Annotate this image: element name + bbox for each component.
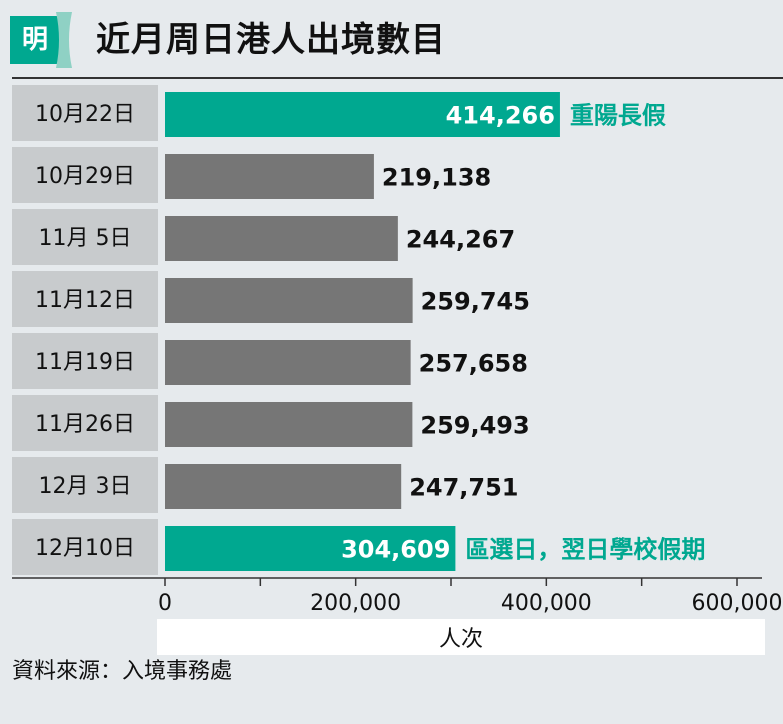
category-label-cell xyxy=(12,457,158,513)
category-label: 11月 5日 xyxy=(39,226,132,251)
category-label-cell xyxy=(12,85,158,141)
category-label: 12月10日 xyxy=(35,536,135,561)
data-bar xyxy=(165,340,411,385)
category-label: 11月19日 xyxy=(35,350,135,375)
category-label-cell xyxy=(12,395,158,451)
bar-annotation: 區選日，翌日學校假期 xyxy=(465,536,705,564)
ming-pao-logo xyxy=(10,12,72,68)
value-label: 304,609 xyxy=(341,536,450,564)
x-tick-label: 400,000 xyxy=(501,591,592,616)
header-divider xyxy=(12,77,783,79)
chart-header: 明 近月周日港人出境數目 xyxy=(0,0,783,79)
category-label: 11月12日 xyxy=(35,288,135,313)
data-bar xyxy=(165,464,402,509)
x-tick-label: 600,000 xyxy=(692,591,783,616)
category-label-cell xyxy=(12,333,158,389)
data-bar xyxy=(165,216,398,261)
x-axis-title: 人次 xyxy=(439,627,483,652)
category-label: 10月29日 xyxy=(35,164,135,189)
value-label: 259,745 xyxy=(421,288,530,316)
category-label-cell xyxy=(12,209,158,265)
value-label: 244,267 xyxy=(406,226,515,254)
bar-annotation: 重陽長假 xyxy=(570,102,666,130)
data-bar xyxy=(165,154,374,199)
source-note: 資料來源：入境事務處 xyxy=(12,659,233,684)
data-bar xyxy=(165,278,413,323)
category-label-cell xyxy=(12,519,158,575)
data-bar xyxy=(165,526,456,571)
value-label: 414,266 xyxy=(446,102,555,130)
data-bar xyxy=(165,92,560,137)
logo-glyph: 明 xyxy=(21,25,48,55)
category-label-cell xyxy=(12,147,158,203)
x-tick-label: 0 xyxy=(158,591,172,616)
data-bar xyxy=(165,402,413,447)
x-tick-label: 200,000 xyxy=(310,591,401,616)
category-label: 11月26日 xyxy=(35,412,135,437)
category-label-cell xyxy=(12,271,158,327)
value-label: 219,138 xyxy=(382,164,491,192)
value-label: 247,751 xyxy=(409,474,518,502)
category-label: 10月22日 xyxy=(35,102,135,127)
category-label: 12月 3日 xyxy=(39,474,132,499)
value-label: 259,493 xyxy=(420,412,529,440)
x-axis-title-band xyxy=(157,619,765,655)
value-label: 257,658 xyxy=(419,350,528,378)
chart-title: 近月周日港人出境數目 xyxy=(96,20,446,60)
